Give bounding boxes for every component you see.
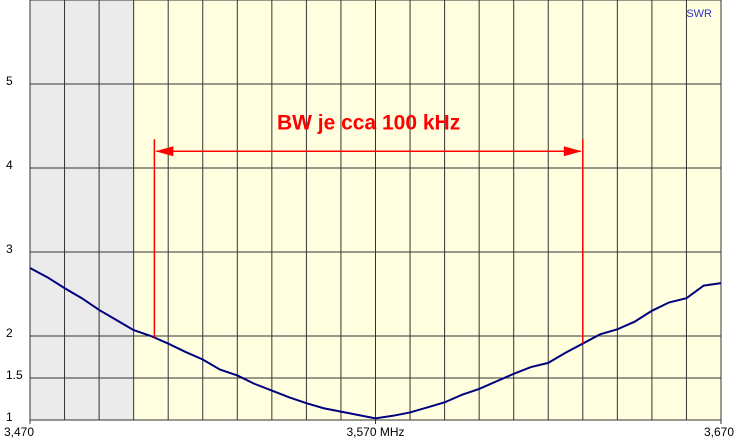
highlight-band (133, 0, 721, 420)
y-axis-label: SWR (686, 8, 712, 20)
y-tick-label: 2 (6, 326, 13, 340)
arrow-head (563, 146, 582, 157)
y-tick-label: 1 (6, 410, 13, 424)
y-tick-label: 1.5 (6, 368, 23, 382)
swr-line (29, 267, 722, 420)
y-tick-label: 5 (6, 74, 13, 88)
x-tick-label: 3,470 (4, 425, 34, 439)
y-tick-label: 3 (6, 242, 13, 256)
annotation-text: BW je cca 100 kHz (277, 112, 460, 135)
plot-frame (29, 0, 722, 421)
x-tick-label: 3,570 MHz (346, 425, 404, 439)
arrow-head (155, 146, 174, 157)
y-tick-label: 4 (6, 158, 13, 172)
x-tick-label: 3,670 (704, 425, 734, 439)
